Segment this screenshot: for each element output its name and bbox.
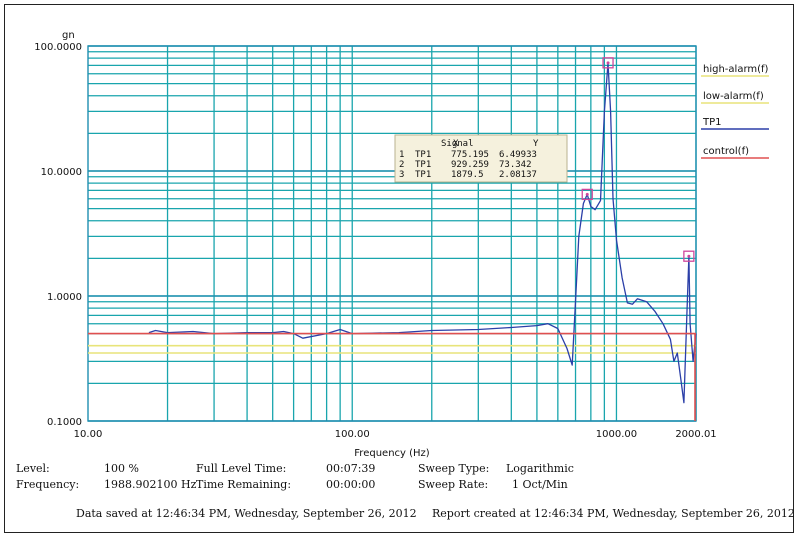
- annotation-cell-0-1: TP1: [415, 150, 431, 160]
- y-tick-label-0: 100.0000: [34, 42, 82, 53]
- legend-label-control-f-: control(f): [703, 146, 749, 157]
- marker-1: [581, 188, 593, 201]
- annotation-cell-2-0: 3: [399, 170, 404, 180]
- annotation-cell-1-3: 73.342: [499, 160, 532, 170]
- sweep-type-value: Logarithmic: [506, 462, 574, 475]
- y-tick-label-2: 1.0000: [47, 292, 82, 303]
- y-tick-label-3: 0.1000: [47, 417, 82, 428]
- marker-2: [602, 57, 614, 69]
- annotation-cell-2-1: TP1: [415, 170, 431, 180]
- marker-dot-2: [606, 61, 610, 65]
- x-tick-label-2: 1000.00: [596, 429, 637, 440]
- annotation-cell-0-2: 775.195: [451, 150, 489, 160]
- full-level-time-value: 00:07:39: [326, 462, 376, 475]
- level-label: Level:: [16, 462, 50, 475]
- y-axis-label: gn: [62, 30, 75, 41]
- legend-label-low-alarm-f-: low-alarm(f): [703, 91, 764, 102]
- time-remaining-value: 00:00:00: [326, 478, 376, 491]
- annotation-header-3: Y: [533, 139, 539, 149]
- frequency-label: Frequency:: [16, 478, 80, 491]
- annotation-cell-1-0: 2: [399, 160, 404, 170]
- x-tick-label-1: 100.00: [335, 429, 370, 440]
- annotation-cell-0-3: 6.49933: [499, 150, 537, 160]
- annotation-cell-0-0: 1: [399, 150, 404, 160]
- marker-dot-1: [585, 192, 589, 196]
- annotation-cell-1-2: 929.259: [451, 160, 489, 170]
- legend-label-tp1: TP1: [702, 117, 722, 128]
- plot-area: [88, 46, 696, 421]
- full-level-time-label: Full Level Time:: [196, 462, 287, 475]
- time-remaining-label: Time Remaining:: [196, 478, 292, 491]
- annotation-header-2: X: [453, 139, 459, 149]
- legend-label-high-alarm-f-: high-alarm(f): [703, 64, 769, 75]
- frequency-value: 1988.902100 Hz: [104, 478, 197, 491]
- annotation-cell-2-3: 2.08137: [499, 170, 537, 180]
- annotation-header-1: Signal: [441, 139, 474, 149]
- report-created-note: Report created at 12:46:34 PM, Wednesday…: [432, 507, 795, 520]
- y-tick-label-1: 10.0000: [41, 167, 82, 178]
- data-saved-note: Data saved at 12:46:34 PM, Wednesday, Se…: [76, 507, 417, 520]
- annotation-cell-1-1: TP1: [415, 160, 431, 170]
- sweep-rate-value: 1 Oct/Min: [512, 478, 568, 491]
- sweep-rate-label: Sweep Rate:: [418, 478, 489, 491]
- x-tick-label-3: 2000.01: [675, 429, 716, 440]
- x-axis-label: Frequency (Hz): [354, 448, 430, 459]
- annotation-box: [394, 134, 568, 183]
- annotation-cell-2-2: 1879.5: [451, 170, 484, 180]
- level-value: 100 %: [104, 462, 139, 475]
- plot-border: [87, 45, 697, 422]
- sweep-type-label: Sweep Type:: [418, 462, 490, 475]
- x-tick-label-0: 10.00: [74, 429, 103, 440]
- marker-3: [683, 250, 695, 262]
- marker-dot-3: [687, 254, 691, 258]
